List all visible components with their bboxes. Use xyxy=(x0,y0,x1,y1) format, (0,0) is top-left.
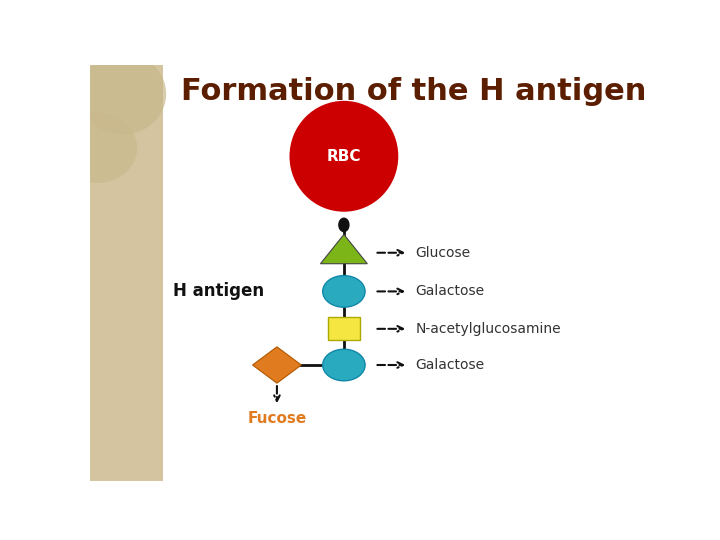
Text: N-acetylglucosamine: N-acetylglucosamine xyxy=(415,322,561,336)
FancyBboxPatch shape xyxy=(90,65,163,481)
Text: H antigen: H antigen xyxy=(173,282,264,300)
Circle shape xyxy=(323,275,365,307)
Text: RBC: RBC xyxy=(327,149,361,164)
Ellipse shape xyxy=(339,218,349,232)
FancyBboxPatch shape xyxy=(328,317,359,341)
Text: Galactose: Galactose xyxy=(415,285,485,299)
Ellipse shape xyxy=(291,102,397,211)
Polygon shape xyxy=(320,234,367,264)
Polygon shape xyxy=(253,347,301,383)
Text: Glucose: Glucose xyxy=(415,246,470,260)
Text: Galactose: Galactose xyxy=(415,358,485,372)
Circle shape xyxy=(323,349,365,381)
Text: Fucose: Fucose xyxy=(247,411,307,426)
Text: Formation of the H antigen: Formation of the H antigen xyxy=(181,77,647,106)
Ellipse shape xyxy=(58,113,137,183)
Ellipse shape xyxy=(79,53,166,134)
